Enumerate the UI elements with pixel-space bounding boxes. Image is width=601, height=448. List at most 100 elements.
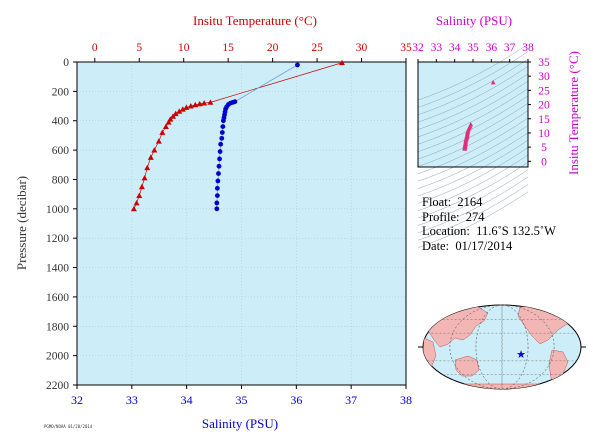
temperature-point — [192, 101, 199, 108]
salinity-tick-label: 35 — [236, 393, 248, 407]
ts-point — [490, 80, 496, 85]
temperature-tick-label: 35 — [400, 42, 412, 54]
temperature-tick-label: 5 — [136, 42, 142, 54]
salinity-point — [219, 130, 225, 135]
salinity-tick-label: 38 — [400, 393, 412, 407]
temperature-point — [338, 59, 345, 66]
temperature-point — [151, 147, 158, 153]
salinity-point — [216, 171, 221, 176]
ts-plot-area — [417, 61, 529, 168]
pressure-tick-label: 600 — [52, 145, 70, 157]
temperature-axis-label: Insitu Temperature (°C) — [193, 13, 317, 28]
float-info-panel: Float: 2164 Profile: 274 Location: 11.6˚… — [422, 195, 556, 253]
salinity-tick-label: 32 — [71, 393, 83, 407]
salinity-point — [214, 200, 220, 206]
density-contour — [417, 103, 529, 160]
salinity-point — [219, 135, 225, 141]
density-contour — [417, 80, 529, 138]
temperature-tick-label: 0 — [92, 42, 98, 54]
ts-temperature-tick-label: 20 — [538, 100, 550, 112]
ts-temperature-tick-label: 0 — [541, 156, 547, 168]
salinity-tick-label: 34 — [181, 393, 193, 407]
date-label: Date: — [422, 238, 450, 253]
ts-salinity-axis: 32 33 34 35 36 37 38 — [412, 42, 534, 62]
temperature-point — [165, 119, 172, 125]
temperature-tick-label: 30 — [356, 42, 368, 54]
pressure-tick-label: 2200 — [46, 380, 69, 392]
temperature-tick-label: 15 — [222, 42, 234, 54]
temperature-point — [141, 174, 148, 181]
production-stamp: PGMO/NOAA 01/20/2014 — [44, 424, 93, 429]
temperature-point — [155, 138, 162, 144]
pressure-tick-label: 1800 — [46, 321, 69, 333]
salinity-tick-label: 37 — [345, 393, 357, 407]
density-contour — [417, 169, 529, 226]
ts-temperature-tick-label: 5 — [541, 142, 547, 154]
ts-salinity-tick-label: 34 — [449, 42, 461, 54]
temperature-point — [144, 164, 151, 171]
temperature-point — [162, 123, 169, 129]
profile-plot-area — [76, 61, 407, 386]
salinity-axis-label: Salinity (PSU) — [202, 416, 278, 431]
temperature-axis: 0 5 10 15 20 25 30 35 — [92, 42, 412, 62]
ts-temperature-tick-label: 25 — [538, 85, 550, 97]
temperature-point — [147, 154, 154, 160]
location-row: Location: 11.6˚S 132.5˚W — [422, 224, 556, 239]
temperature-point — [170, 113, 177, 119]
temperature-point — [172, 110, 179, 117]
float-value: 2164 — [457, 195, 483, 209]
map-graticule — [418, 304, 586, 390]
density-contour — [417, 66, 529, 123]
pressure-tick-label: 1600 — [46, 292, 69, 304]
profile-value: 274 — [465, 209, 485, 224]
date-value: 01/17/2014 — [455, 238, 513, 253]
temperature-tick-label: 20 — [267, 42, 279, 54]
salinity-tick-label: 33 — [126, 393, 138, 407]
float-position-star-icon: ★ — [516, 348, 526, 361]
antarctica-landmass — [424, 383, 581, 389]
density-contour — [417, 184, 529, 241]
pressure-axis-label: Pressure (decibar) — [14, 176, 29, 270]
temperature-point — [179, 106, 186, 112]
profile-series — [130, 59, 345, 212]
temperature-point — [130, 205, 137, 212]
salinity-point — [218, 141, 224, 147]
temperature-point — [187, 103, 194, 109]
profile-plot-grid — [77, 62, 406, 385]
map-meridian — [475, 304, 529, 390]
location-map: ★ — [418, 304, 586, 390]
profile-row: Profile: 274 — [422, 210, 556, 225]
pressure-tick-label: 1000 — [46, 204, 69, 216]
salinity-point — [295, 62, 300, 68]
salinity-point — [217, 149, 223, 154]
pressure-tick-label: 200 — [52, 86, 70, 98]
density-contour — [417, 43, 529, 101]
ts-temperature-tick-label: 35 — [538, 57, 550, 69]
salinity-point — [217, 156, 222, 162]
density-contour — [417, 110, 529, 167]
profile-label: Profile: — [422, 209, 460, 224]
density-contour — [417, 73, 529, 130]
pressure-tick-label: 0 — [63, 57, 69, 69]
ts-point — [462, 146, 468, 151]
salinity-point — [221, 118, 226, 124]
salinity-tick-label: 36 — [290, 393, 302, 407]
pressure-tick-label: 1400 — [46, 263, 69, 275]
density-contour — [417, 162, 529, 219]
ts-temperature-axis-label: Insitu Temperature (°C) — [566, 51, 581, 175]
ts-temperature-tick-label: 15 — [538, 114, 550, 126]
temperature-point — [133, 199, 140, 206]
density-contour — [417, 176, 529, 234]
temperature-point — [196, 100, 203, 107]
temperature-tick-label: 10 — [178, 42, 190, 54]
pressure-tick-label: 800 — [52, 174, 70, 186]
ts-salinity-axis-label: Salinity (PSU) — [436, 13, 512, 28]
ts-salinity-tick-label: 36 — [486, 42, 498, 54]
density-contour — [417, 132, 529, 189]
density-contour — [417, 88, 529, 145]
ts-salinity-tick-label: 35 — [467, 42, 479, 54]
salinity-axis: 32 33 34 35 36 37 38 — [71, 385, 412, 407]
salinity-point — [215, 178, 221, 184]
ts-series — [462, 80, 496, 151]
